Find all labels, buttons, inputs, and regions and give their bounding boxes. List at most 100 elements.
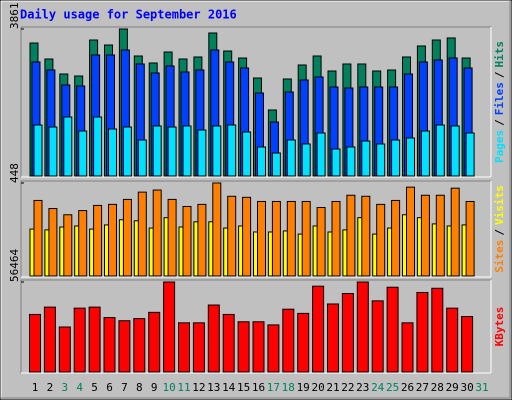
- x-tick-label: 11: [177, 381, 190, 394]
- bar: [450, 187, 460, 277]
- bar: [461, 316, 474, 373]
- bar: [361, 140, 371, 177]
- x-tick-label: 30: [460, 381, 473, 394]
- y-tick-label: 448: [8, 163, 21, 183]
- bar: [133, 318, 146, 373]
- bar: [48, 126, 58, 177]
- x-tick-label: 8: [136, 381, 143, 394]
- legend-entry: Hits: [493, 41, 506, 68]
- bar: [391, 139, 401, 177]
- x-tick-label: 5: [91, 381, 98, 394]
- bar: [420, 194, 430, 277]
- x-tick-label: 7: [121, 381, 128, 394]
- bar: [73, 307, 86, 373]
- x-tick-label: 13: [207, 381, 220, 394]
- bar: [341, 293, 354, 373]
- y-tick-label: 56464: [8, 249, 21, 282]
- bar: [376, 203, 386, 277]
- x-tick-label: 20: [311, 381, 324, 394]
- x-tick-label: 28: [431, 381, 444, 394]
- bar: [346, 194, 356, 277]
- x-tick-label: 1: [32, 381, 39, 394]
- bar: [108, 128, 117, 177]
- bar: [286, 200, 296, 277]
- bar: [78, 210, 88, 277]
- legend-separator: /: [493, 119, 506, 126]
- x-tick-label: 25: [386, 381, 399, 394]
- bar: [386, 286, 399, 373]
- bar: [271, 200, 281, 277]
- bar: [227, 195, 237, 277]
- bar: [282, 308, 295, 373]
- bar: [63, 116, 73, 177]
- x-tick-label: 4: [76, 381, 83, 394]
- x-tick-label: 19: [297, 381, 310, 394]
- bar: [465, 200, 475, 277]
- x-tick-label: 31: [475, 381, 488, 394]
- bar: [435, 194, 445, 277]
- bar: [252, 321, 265, 373]
- bar: [58, 326, 71, 373]
- bar: [435, 124, 445, 177]
- bar: [108, 203, 117, 277]
- bar: [356, 281, 369, 373]
- bar: [242, 196, 252, 277]
- bar: [118, 320, 131, 373]
- bar: [391, 199, 401, 277]
- bar: [242, 131, 252, 177]
- legend: Sites / Visits: [493, 185, 506, 273]
- bar: [331, 148, 341, 177]
- x-tick-label: 22: [341, 381, 354, 394]
- bar: [446, 307, 459, 373]
- legend-separator: /: [493, 229, 506, 236]
- bar: [301, 143, 311, 177]
- x-tick-label: 26: [401, 381, 414, 394]
- chart-title: Daily usage for September 2016: [20, 8, 237, 22]
- x-tick-label: 27: [416, 381, 429, 394]
- bar: [331, 200, 341, 277]
- x-tick-label: 23: [356, 381, 369, 394]
- bar: [33, 124, 43, 177]
- x-tick-label: 10: [162, 381, 175, 394]
- bar: [316, 132, 326, 177]
- x-tick-label: 15: [237, 381, 250, 394]
- bar: [122, 126, 132, 177]
- bar: [182, 125, 192, 177]
- bar: [376, 143, 386, 177]
- x-tick-label: 24: [371, 381, 385, 394]
- bar: [406, 186, 415, 277]
- bar: [406, 137, 415, 177]
- legend-entry: Visits: [493, 185, 506, 225]
- x-tick-label: 17: [267, 381, 280, 394]
- bar: [182, 205, 192, 277]
- bar: [327, 303, 339, 373]
- legend-separator: /: [493, 71, 506, 78]
- bar: [122, 198, 132, 277]
- bar: [267, 324, 280, 373]
- bar: [237, 321, 250, 373]
- bar: [137, 139, 147, 177]
- x-tick-label: 3: [61, 381, 68, 394]
- bar: [286, 139, 296, 177]
- bar: [207, 304, 220, 373]
- x-tick-label: 6: [106, 381, 113, 394]
- bar: [29, 313, 41, 373]
- y-tick-label: 3861: [8, 3, 21, 30]
- bar: [257, 146, 266, 177]
- legend-entry: Pages: [493, 130, 506, 163]
- bar: [93, 204, 103, 277]
- bar: [197, 203, 207, 277]
- bar: [416, 291, 429, 373]
- x-tick-label: 12: [192, 381, 205, 394]
- x-tick-label: 21: [326, 381, 339, 394]
- bar: [178, 322, 190, 373]
- bar: [167, 126, 177, 177]
- bar: [222, 313, 235, 373]
- x-tick-label: 18: [282, 381, 295, 394]
- legend-entry: KBytes: [493, 307, 506, 347]
- bar: [78, 130, 88, 177]
- bar: [301, 200, 311, 277]
- legend-entry: Sites: [493, 240, 506, 273]
- bar: [465, 132, 475, 177]
